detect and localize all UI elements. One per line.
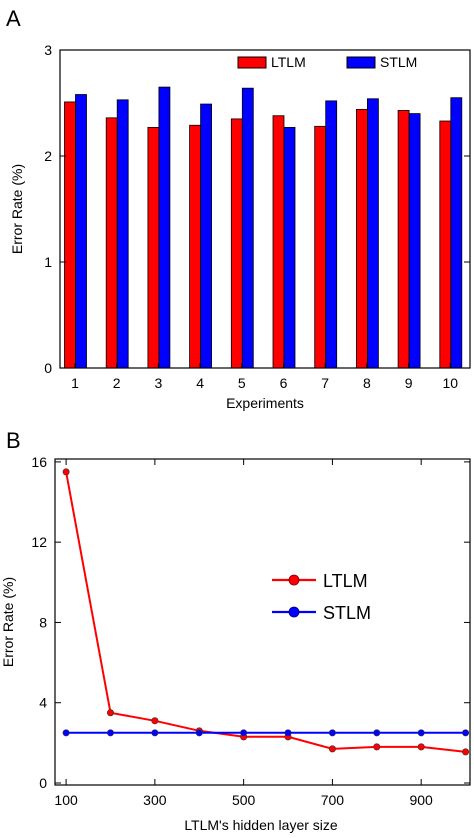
series-line-ltlm [65,471,466,753]
legend-swatch-ltlm [237,56,267,69]
plot-frame-a [59,49,471,369]
y-tick-label-a-1: 1 [44,254,52,270]
bar-ltlm-7 [314,125,327,369]
x-tick-label-a-4: 4 [196,375,204,391]
bar-stlm-7 [325,100,338,369]
legend-label-ltlm-b: LTLM [323,571,368,591]
bar-stlm-10 [450,97,463,369]
bar-stlm-6 [283,126,296,369]
x-tick-label-a-6: 6 [280,375,288,391]
x-tick-label-a-7: 7 [321,375,329,391]
point-stlm-300 [151,729,159,737]
legend-label-stlm-b: STLM [323,603,371,623]
legend-a: LTLM STLM [237,54,417,70]
point-stlm-500 [240,729,248,737]
x-tick-label-b-500: 500 [232,792,256,808]
bar-ltlm-4 [189,124,202,369]
y-tick-label-b-12: 12 [31,534,47,550]
bar-ltlm-10 [439,120,452,369]
point-ltlm-300 [151,717,159,725]
x-tick-label-b-300: 300 [143,792,167,808]
legend-label-ltlm: LTLM [271,54,306,70]
bar-stlm-1 [75,94,87,369]
legend-label-stlm: STLM [380,54,417,70]
legend-marker-ltlm [288,574,300,586]
x-axis-label-a: Experiments [226,395,304,411]
y-tick-label-a-2: 2 [44,148,52,164]
point-stlm-1000 [462,729,470,737]
x-tick-label-b-900: 900 [409,792,433,808]
point-stlm-100 [62,729,70,737]
panel-label-a: A [6,6,21,31]
chart-panel-a: A 0 1 2 3 1 2 3 4 5 6 7 8 9 10 Error Rate (%) Experi… [6,6,471,411]
y-tick-label-b-16: 16 [31,454,47,470]
point-ltlm-800 [373,743,381,751]
y-tick-label-b-4: 4 [39,695,47,711]
bar-stlm-2 [116,99,129,369]
x-tick-label-b-700: 700 [321,792,345,808]
bar-stlm-9 [408,113,421,369]
panel-label-b: B [6,428,21,453]
y-tick-label-b-8: 8 [39,614,47,630]
point-ltlm-700 [328,745,336,753]
point-ltlm-1000 [462,748,470,756]
legend-marker-stlm [288,606,300,618]
y-tick-label-a-0: 0 [44,360,52,376]
point-ltlm-100 [62,468,70,476]
chart-panel-b: B 0 4 8 12 16 100 300 500 700 900 Error Rate (%)… [0,428,471,833]
point-stlm-400 [195,729,203,737]
x-tick-label-a-2: 2 [113,375,121,391]
y-tick-label-a-3: 3 [44,42,52,58]
legend-b: LTLM STLM [272,571,371,623]
x-tick-label-a-5: 5 [238,375,246,391]
bar-ltlm-9 [397,110,410,369]
point-stlm-700 [328,729,336,737]
point-stlm-800 [373,729,381,737]
bar-ltlm-1 [64,101,76,369]
bar-stlm-8 [366,98,379,369]
bar-stlm-5 [241,87,254,369]
bar-ltlm-3 [147,126,160,369]
bar-ltlm-6 [272,115,285,369]
point-stlm-900 [417,729,425,737]
bar-stlm-4 [200,103,213,369]
bar-stlm-3 [158,86,171,369]
x-tick-label-a-8: 8 [363,375,371,391]
point-stlm-200 [106,729,114,737]
y-axis-label-b: Error Rate (%) [0,577,16,667]
x-tick-label-a-1: 1 [71,375,79,391]
y-tick-label-b-0: 0 [39,775,47,791]
x-tick-label-b-100: 100 [54,792,78,808]
x-tick-label-a-10: 10 [443,375,459,391]
point-ltlm-200 [106,709,114,717]
x-axis-label-b: LTLM's hidden layer size [184,817,338,833]
bar-ltlm-2 [105,117,118,369]
point-ltlm-900 [417,743,425,751]
legend-swatch-stlm [346,56,376,69]
point-stlm-600 [284,729,292,737]
y-axis-label-a: Error Rate (%) [9,164,25,254]
x-tick-label-a-9: 9 [405,375,413,391]
bar-ltlm-8 [355,108,368,369]
x-tick-label-a-3: 3 [155,375,163,391]
bar-ltlm-5 [230,118,243,369]
